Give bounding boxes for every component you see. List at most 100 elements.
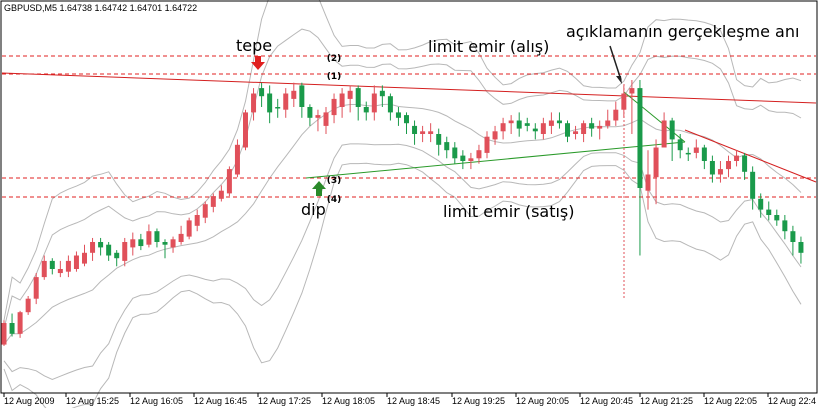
candle	[500, 117, 506, 140]
candle-body	[41, 260, 47, 278]
candle-body	[65, 260, 71, 272]
annotation-announcement: açıklamanın gerçekleşme anı	[566, 22, 799, 41]
limit-order-levels: (1) (2) (3) (4)	[2, 54, 816, 205]
candle	[444, 136, 450, 159]
annotation-limit-sell: limit emir (satış)	[443, 202, 575, 221]
candle	[65, 255, 71, 278]
candle	[379, 85, 385, 107]
candle	[130, 232, 136, 256]
band-upper	[3, 28, 802, 329]
candle	[412, 120, 418, 145]
candle	[363, 101, 369, 121]
candle	[170, 236, 176, 253]
candle	[452, 142, 458, 164]
candle-body	[444, 142, 450, 151]
candle-body	[573, 131, 579, 134]
candle	[637, 80, 643, 256]
candle-body	[154, 231, 160, 242]
resistance-trendline	[1, 72, 817, 104]
candle-body	[73, 255, 79, 269]
candle-body	[33, 277, 39, 299]
candle	[162, 239, 168, 259]
post-news-trendline	[684, 129, 817, 183]
candle	[428, 123, 434, 143]
candle-body	[709, 161, 715, 175]
candle-body	[90, 242, 96, 253]
candle	[82, 244, 87, 267]
candle-body	[106, 244, 112, 256]
candle	[17, 310, 23, 338]
candle-body	[790, 231, 796, 242]
candle	[484, 131, 490, 159]
candle-body	[339, 93, 345, 107]
candle	[106, 242, 112, 261]
x-tick-label: 12 Aug 18:05	[322, 396, 375, 406]
band-mid	[3, 103, 802, 345]
candle-body	[717, 169, 723, 175]
candle-body	[540, 123, 546, 134]
support-trendline	[305, 141, 686, 179]
x-tick-label: 12 Aug 17:25	[258, 396, 311, 406]
candle	[669, 117, 675, 161]
candle-body	[484, 136, 490, 153]
candle	[178, 225, 184, 245]
candle-body	[734, 155, 740, 161]
candle-body	[516, 120, 522, 129]
candle	[766, 201, 772, 221]
candle-body	[1, 323, 7, 345]
candle	[508, 115, 514, 134]
trend-lines	[1, 72, 817, 183]
candle-body	[218, 190, 224, 199]
candle	[750, 166, 756, 210]
candle-body	[742, 155, 748, 172]
candle	[355, 85, 361, 121]
level-label-2: (2)	[327, 54, 342, 64]
x-tick-label: 12 Aug 20:45	[580, 396, 633, 406]
candle-body	[524, 123, 530, 126]
level-label-4: (4)	[327, 195, 342, 205]
candle-body	[122, 242, 128, 261]
x-tick-label: 12 Aug 2009	[4, 396, 55, 406]
candle	[315, 109, 321, 132]
x-tick-label: 12 Aug 15:25	[66, 396, 119, 406]
candle-body	[589, 123, 595, 129]
candle-body	[9, 323, 15, 334]
candle	[122, 237, 128, 267]
candle	[524, 117, 530, 132]
candle	[210, 193, 216, 213]
candle	[460, 150, 466, 170]
candle-body	[307, 107, 313, 118]
candle-body	[581, 123, 587, 134]
candle-body	[387, 96, 393, 113]
candle-body	[468, 158, 474, 161]
candle	[114, 250, 120, 267]
candle	[331, 93, 337, 124]
candle	[307, 104, 313, 126]
candle-body	[508, 120, 514, 124]
candle-body	[669, 120, 675, 140]
candle	[790, 225, 796, 256]
candle	[573, 125, 579, 140]
candle	[782, 215, 788, 240]
candle	[138, 233, 144, 251]
candle	[291, 82, 297, 107]
candle-body	[782, 220, 788, 232]
candle-body	[766, 209, 772, 215]
candle-body	[758, 198, 764, 210]
candle	[645, 150, 651, 210]
dip-arrow-icon	[312, 181, 326, 196]
candle	[661, 112, 667, 148]
candle	[774, 209, 780, 226]
candle-body	[613, 109, 619, 121]
candles	[1, 80, 804, 346]
candle	[798, 236, 804, 264]
candle	[57, 260, 63, 278]
candle-body	[750, 171, 756, 199]
candle-body	[234, 144, 240, 175]
candle	[404, 112, 409, 134]
candle-body	[138, 239, 144, 247]
candle	[146, 224, 152, 248]
candle-body	[210, 196, 216, 207]
candle-body	[532, 128, 538, 132]
bollinger-bands	[3, 0, 802, 408]
